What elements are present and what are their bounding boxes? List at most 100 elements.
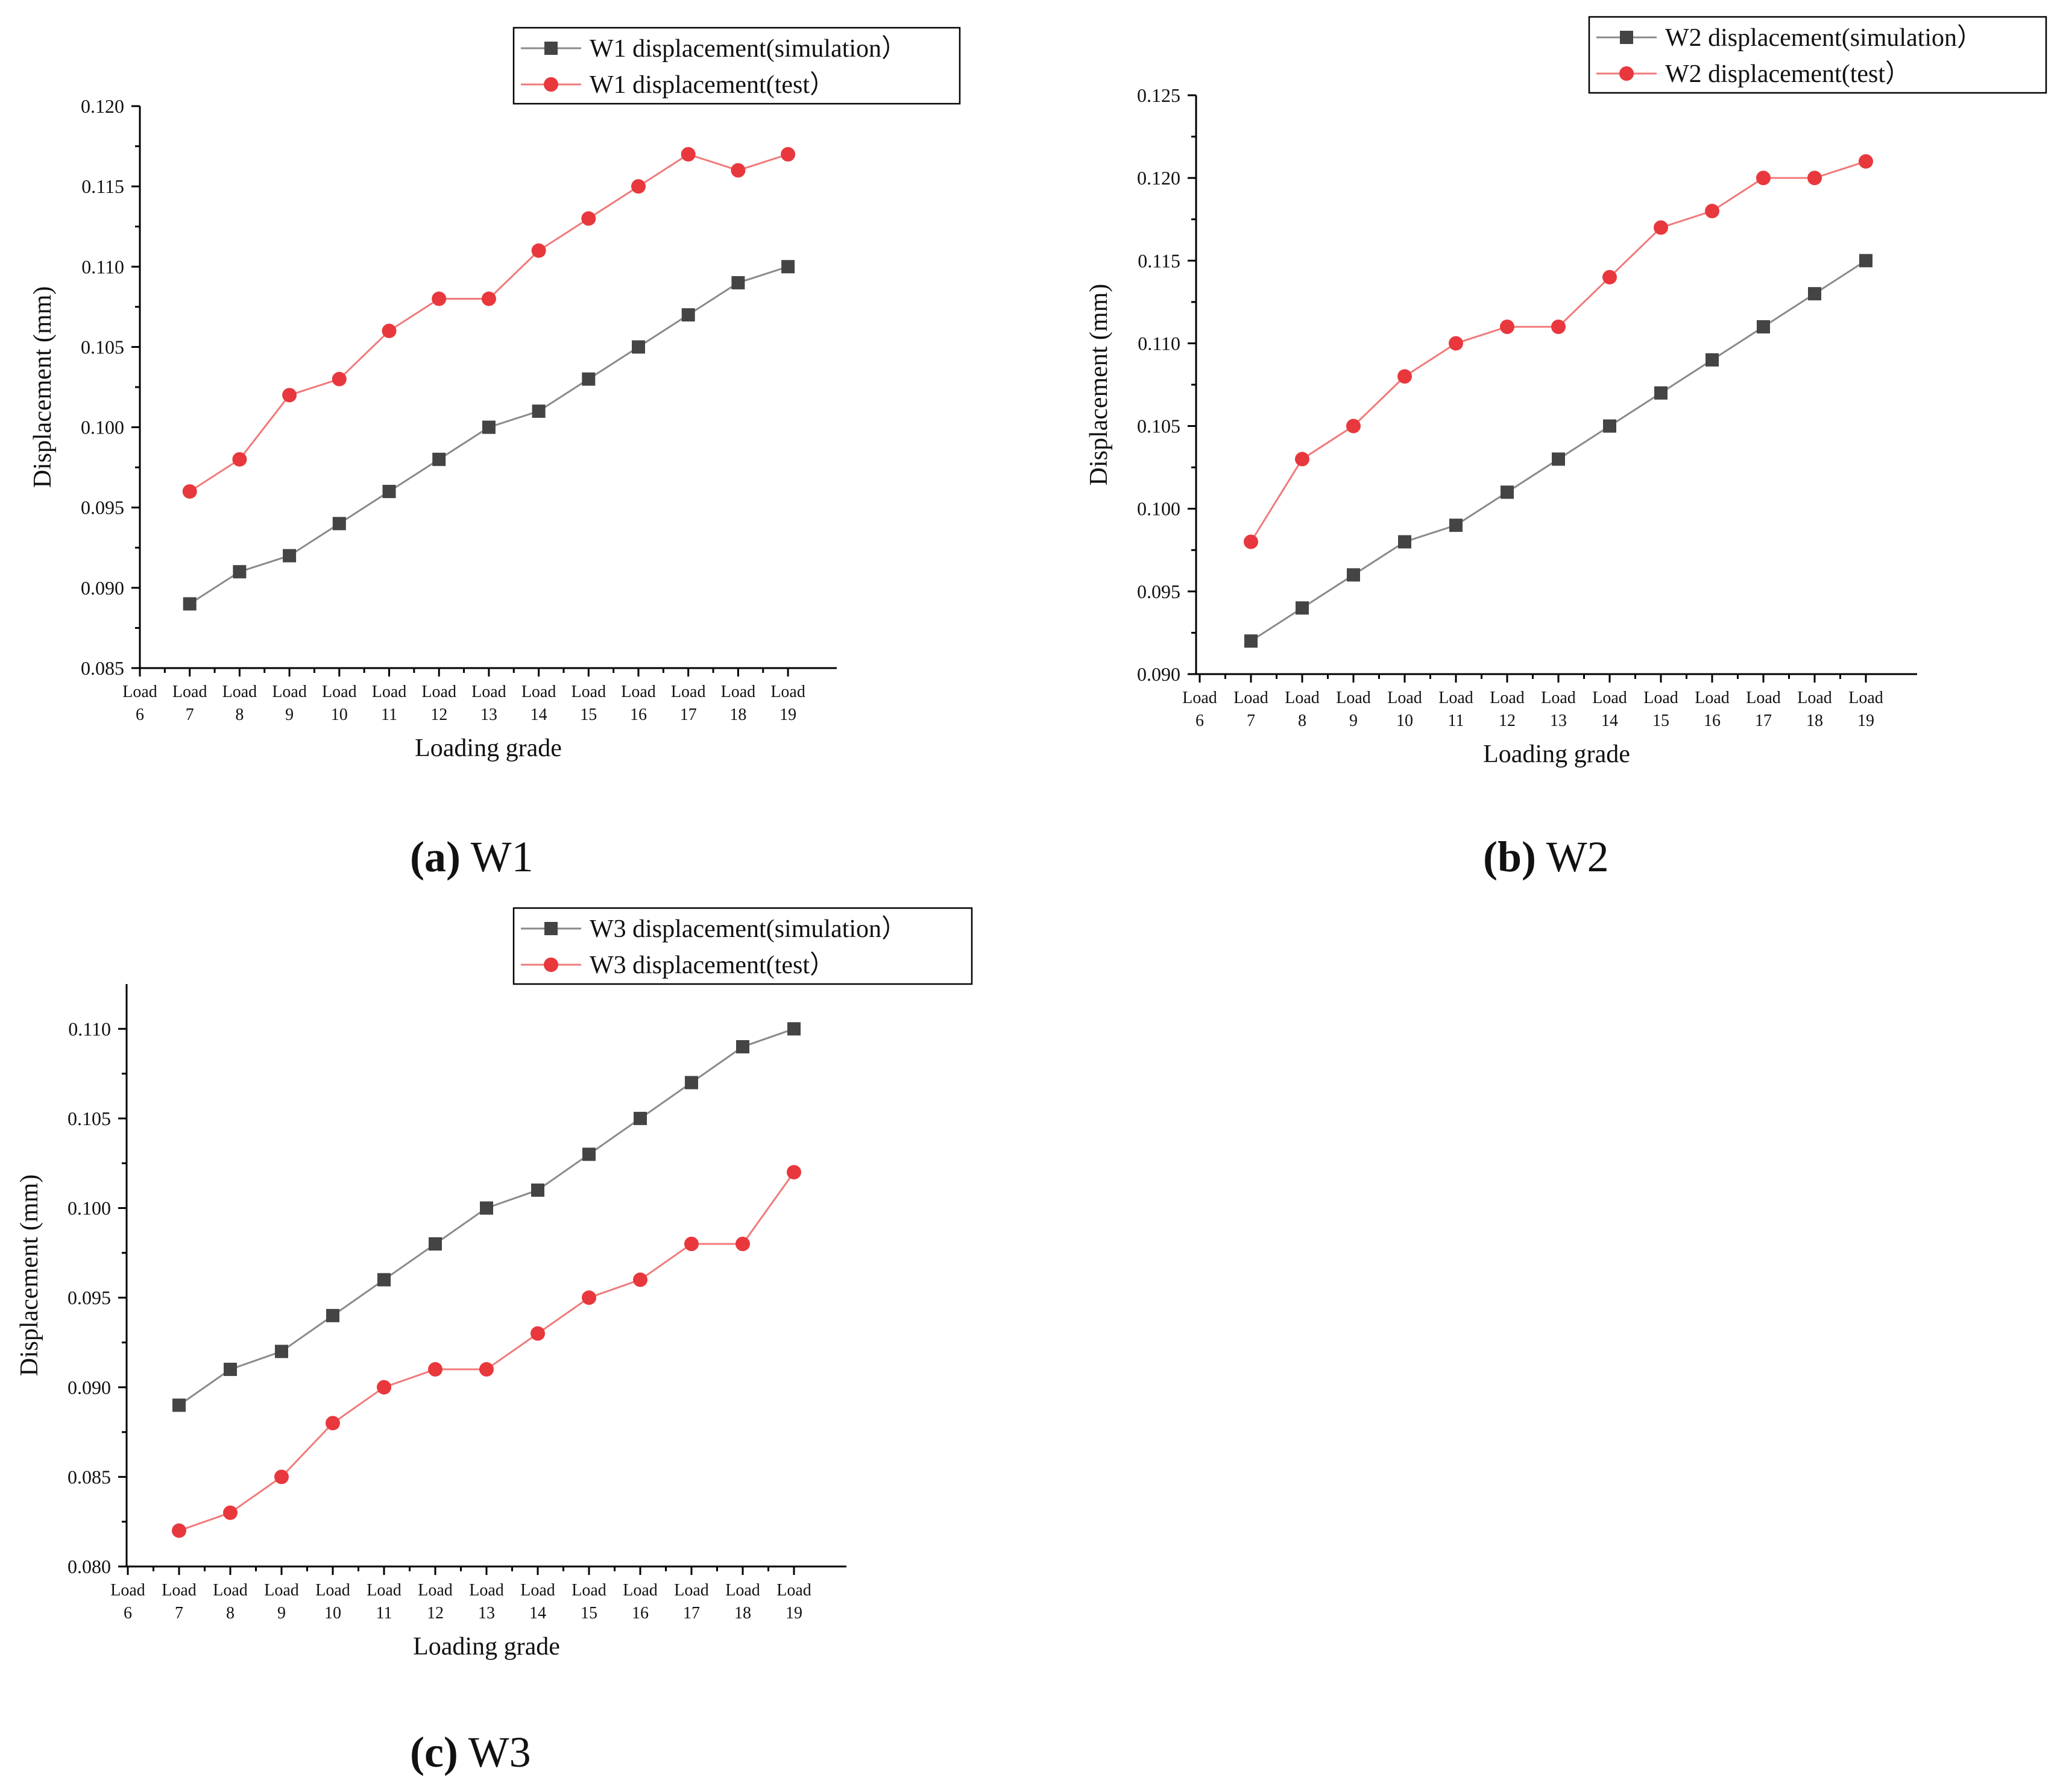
x-axis-title: Loading grade — [1483, 740, 1630, 768]
data-point-simulation — [283, 549, 297, 563]
x-tick-label-word: Load — [1490, 689, 1525, 707]
y-tick-label: 0.120 — [1137, 167, 1180, 189]
x-tick-label-number: 15 — [580, 705, 597, 724]
panel-caption-label: W3 — [458, 1728, 531, 1776]
x-tick-label-word: Load — [1592, 689, 1627, 707]
x-tick-label-word: Load — [521, 683, 556, 701]
data-point-test — [223, 1505, 238, 1520]
y-tick-label: 0.095 — [68, 1287, 111, 1308]
data-point-test — [326, 1416, 340, 1431]
x-tick-label-number: 7 — [175, 1604, 183, 1623]
data-point-simulation — [632, 340, 645, 354]
x-tick-label-word: Load — [671, 683, 706, 701]
x-tick-label-word: Load — [621, 683, 656, 701]
y-tick-label: 0.115 — [1138, 250, 1180, 271]
x-tick-label-word: Load — [1643, 689, 1678, 707]
data-point-test — [1654, 220, 1668, 235]
y-tick-label: 0.095 — [1137, 581, 1180, 602]
data-point-test — [1295, 452, 1309, 467]
x-tick-label-number: 11 — [376, 1604, 392, 1623]
data-point-test — [731, 163, 746, 178]
x-tick-label-word: Load — [674, 1581, 709, 1600]
y-tick-label: 0.100 — [1137, 498, 1180, 520]
x-tick-label-word: Load — [572, 683, 606, 701]
data-point-simulation — [1808, 287, 1821, 301]
y-tick-label: 0.110 — [68, 1018, 111, 1040]
y-tick-label: 0.105 — [1137, 415, 1180, 437]
x-tick-label-word: Load — [725, 1581, 760, 1600]
data-point-simulation — [582, 1147, 596, 1161]
x-tick-label-number: 15 — [581, 1604, 597, 1623]
data-point-simulation — [382, 485, 396, 499]
y-axis-title: Displacement (mm) — [29, 286, 57, 488]
x-axis-title: Loading grade — [415, 734, 562, 762]
data-point-simulation — [731, 276, 745, 289]
data-point-simulation — [432, 452, 446, 466]
legend-frame — [512, 907, 973, 985]
chart-panel-a: 0.085 0.090 0.095 0.100 0.105 0.110 0.115 0.120… — [29, 27, 961, 881]
x-tick-label-number: 6 — [1195, 711, 1204, 730]
chart-panel-c: 0.080 0.085 0.090 0.095 0.100 0.105 0.110 Load 6… — [16, 907, 973, 1776]
panel-caption-letter: (c) — [410, 1728, 458, 1776]
x-tick-label-word: Load — [721, 683, 756, 701]
legend-label: W1 displacement(simulation） — [590, 35, 907, 63]
legend: W2 displacement(simulation） W2 displaceme… — [1588, 16, 2047, 94]
x-tick-label-number: 12 — [430, 705, 447, 724]
x-tick-label-number: 15 — [1652, 711, 1669, 730]
x-tick-label-word: Load — [1746, 689, 1781, 707]
x-tick-label-word: Load — [1848, 689, 1883, 707]
legend-label: W1 displacement(test） — [590, 71, 835, 99]
data-point-simulation — [1603, 419, 1616, 433]
data-point-simulation — [781, 260, 795, 274]
panel-caption: (b) W2 — [1483, 833, 1609, 881]
legend-label: W3 displacement(simulation） — [590, 915, 907, 943]
x-tick-label-word: Load — [367, 1581, 402, 1600]
x-tick-label-word: Load — [471, 683, 506, 701]
data-point-test — [382, 323, 397, 338]
legend-marker-circle — [1619, 66, 1634, 81]
panel-caption-label: W1 — [461, 833, 534, 881]
data-point-test — [432, 291, 447, 306]
x-tick-label-word: Load — [1336, 689, 1371, 707]
legend-frame — [1588, 16, 2047, 94]
x-tick-label-number: 6 — [136, 705, 144, 724]
data-point-simulation — [172, 1398, 186, 1412]
x-tick-label-number: 8 — [1298, 711, 1306, 730]
x-tick-label-word: Load — [421, 683, 456, 701]
x-tick-label-word: Load — [213, 1581, 248, 1600]
panel-caption: (c) W3 — [410, 1728, 531, 1776]
data-point-simulation — [482, 420, 496, 434]
data-point-test — [481, 291, 496, 306]
x-axis-title: Loading grade — [413, 1633, 560, 1661]
data-point-test — [633, 1272, 647, 1287]
data-point-simulation — [1757, 320, 1770, 333]
data-point-simulation — [634, 1111, 647, 1125]
data-point-test — [282, 388, 297, 403]
data-point-simulation — [1296, 601, 1309, 615]
data-point-test — [531, 243, 546, 258]
y-tick-label: 0.105 — [81, 336, 124, 358]
x-tick-label-number: 12 — [427, 1604, 444, 1623]
data-point-test — [735, 1236, 750, 1251]
x-tick-label-number: 11 — [381, 705, 397, 724]
x-tick-label-number: 13 — [480, 705, 497, 724]
x-tick-label-word: Load — [272, 683, 307, 701]
x-tick-label-number: 9 — [277, 1604, 286, 1623]
panel-caption: (a) W1 — [410, 833, 534, 881]
data-point-test — [1397, 369, 1412, 384]
panel-caption-letter: (b) — [1483, 833, 1536, 881]
x-tick-label-number: 7 — [186, 705, 194, 724]
y-tick-label: 0.110 — [81, 256, 124, 277]
legend-marker-square — [544, 922, 558, 935]
x-tick-label-number: 10 — [324, 1604, 341, 1623]
x-tick-label-number: 19 — [786, 1604, 802, 1623]
legend: W3 displacement(simulation） W3 displaceme… — [512, 907, 973, 985]
data-point-test — [631, 179, 646, 194]
data-point-test — [172, 1523, 186, 1538]
y-tick-label: 0.100 — [81, 417, 124, 438]
y-tick-label: 0.090 — [1137, 663, 1180, 685]
data-point-test — [274, 1469, 289, 1484]
data-point-simulation — [275, 1345, 288, 1358]
